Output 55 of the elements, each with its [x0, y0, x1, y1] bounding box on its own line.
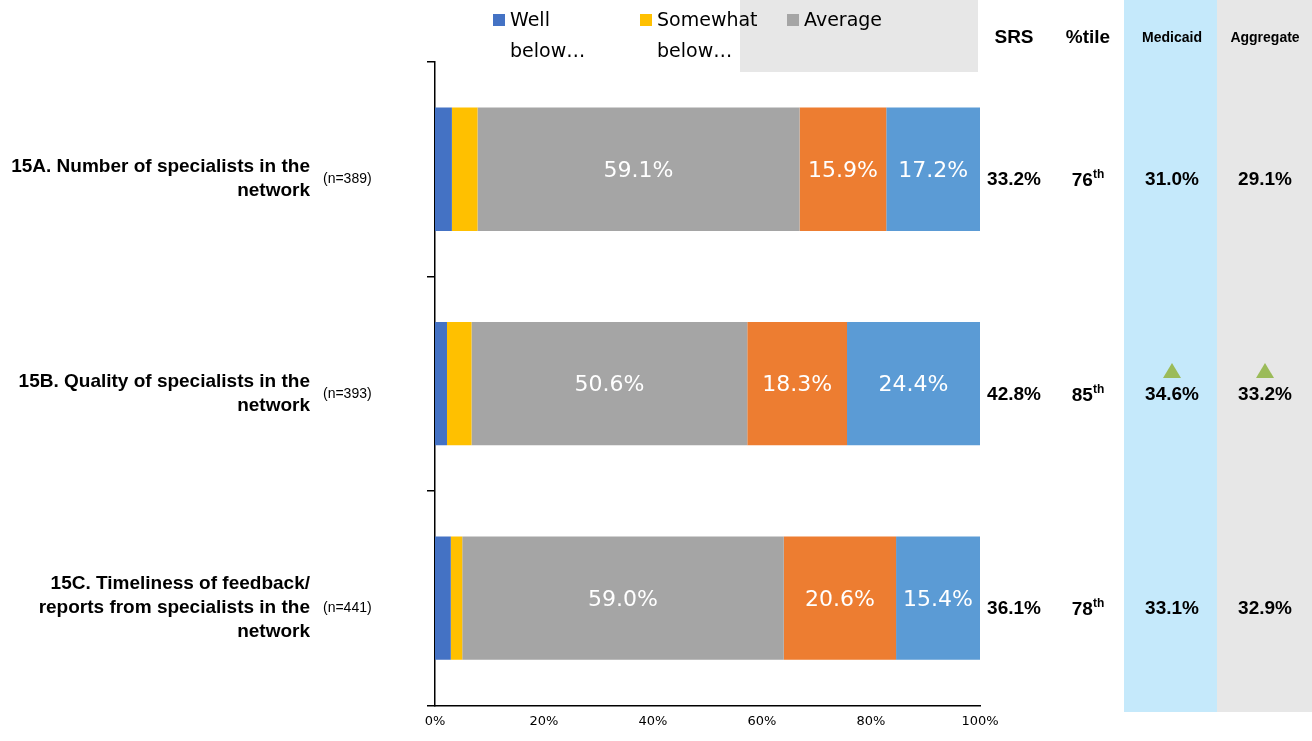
bar	[435, 536, 451, 660]
legend-label: Well below…	[510, 7, 587, 63]
bar	[435, 107, 452, 231]
x-tick-label: 100%	[961, 712, 999, 728]
text: %tile	[1065, 26, 1111, 48]
legend-label: Average	[804, 7, 884, 32]
text: (n=389)	[323, 170, 372, 187]
data-label: 18.3%	[762, 371, 833, 397]
x-tick-label: 40%	[638, 712, 668, 728]
y-tick-label: 15C. Timeliness of feedback/ reports from specialists in the network	[38, 572, 311, 642]
text: 33.1%	[1145, 597, 1199, 620]
bar	[477, 107, 800, 231]
data-label: 24.4%	[878, 371, 949, 397]
bar	[886, 107, 980, 231]
text: (n=441)	[323, 599, 372, 616]
text: 34.6%	[1145, 382, 1199, 405]
text: SRS	[994, 26, 1034, 48]
text: Aggregate	[1230, 29, 1300, 45]
text: 33.2%	[987, 168, 1041, 191]
bar	[783, 536, 897, 660]
data-label: 59.0%	[588, 585, 658, 611]
bar	[450, 536, 463, 660]
y-tick-label: 15A. Number of specialists in the network	[11, 155, 311, 201]
data-label: 50.6%	[574, 371, 645, 397]
bar	[451, 107, 478, 231]
text: 33.2%	[1238, 382, 1292, 405]
bar	[847, 322, 980, 446]
data-label: 17.2%	[898, 156, 969, 182]
text: 29.1%	[1238, 168, 1292, 191]
data-label: 15.9%	[807, 156, 878, 182]
bar	[435, 322, 447, 446]
x-tick-label: 20%	[529, 712, 559, 728]
text: 36.1%	[987, 597, 1041, 620]
data-label: 15.4%	[903, 585, 973, 611]
text: 78$^{th}$	[1071, 596, 1105, 620]
text: 32.9%	[1238, 597, 1292, 620]
data-label: 20.6%	[804, 585, 875, 611]
bar	[471, 322, 748, 446]
text: (n=393)	[323, 384, 372, 401]
legend-label: Somewhat below…	[657, 7, 759, 63]
text: 31.0%	[1145, 168, 1199, 191]
bar	[799, 107, 887, 231]
bar	[896, 536, 980, 660]
bar	[446, 322, 472, 446]
x-tick-label: 0%	[424, 712, 446, 728]
bar	[462, 536, 784, 660]
text: 76$^{th}$	[1071, 167, 1105, 191]
bar	[747, 322, 848, 446]
text: 42.8%	[987, 382, 1041, 405]
x-tick-label: 80%	[856, 712, 886, 728]
text: Medicaid	[1142, 29, 1202, 45]
x-tick-label: 60%	[747, 712, 777, 728]
data-label: 59.1%	[603, 156, 674, 182]
text: 85$^{th}$	[1071, 382, 1105, 406]
y-tick-label: 15B. Quality of specialists in the network	[18, 369, 311, 415]
